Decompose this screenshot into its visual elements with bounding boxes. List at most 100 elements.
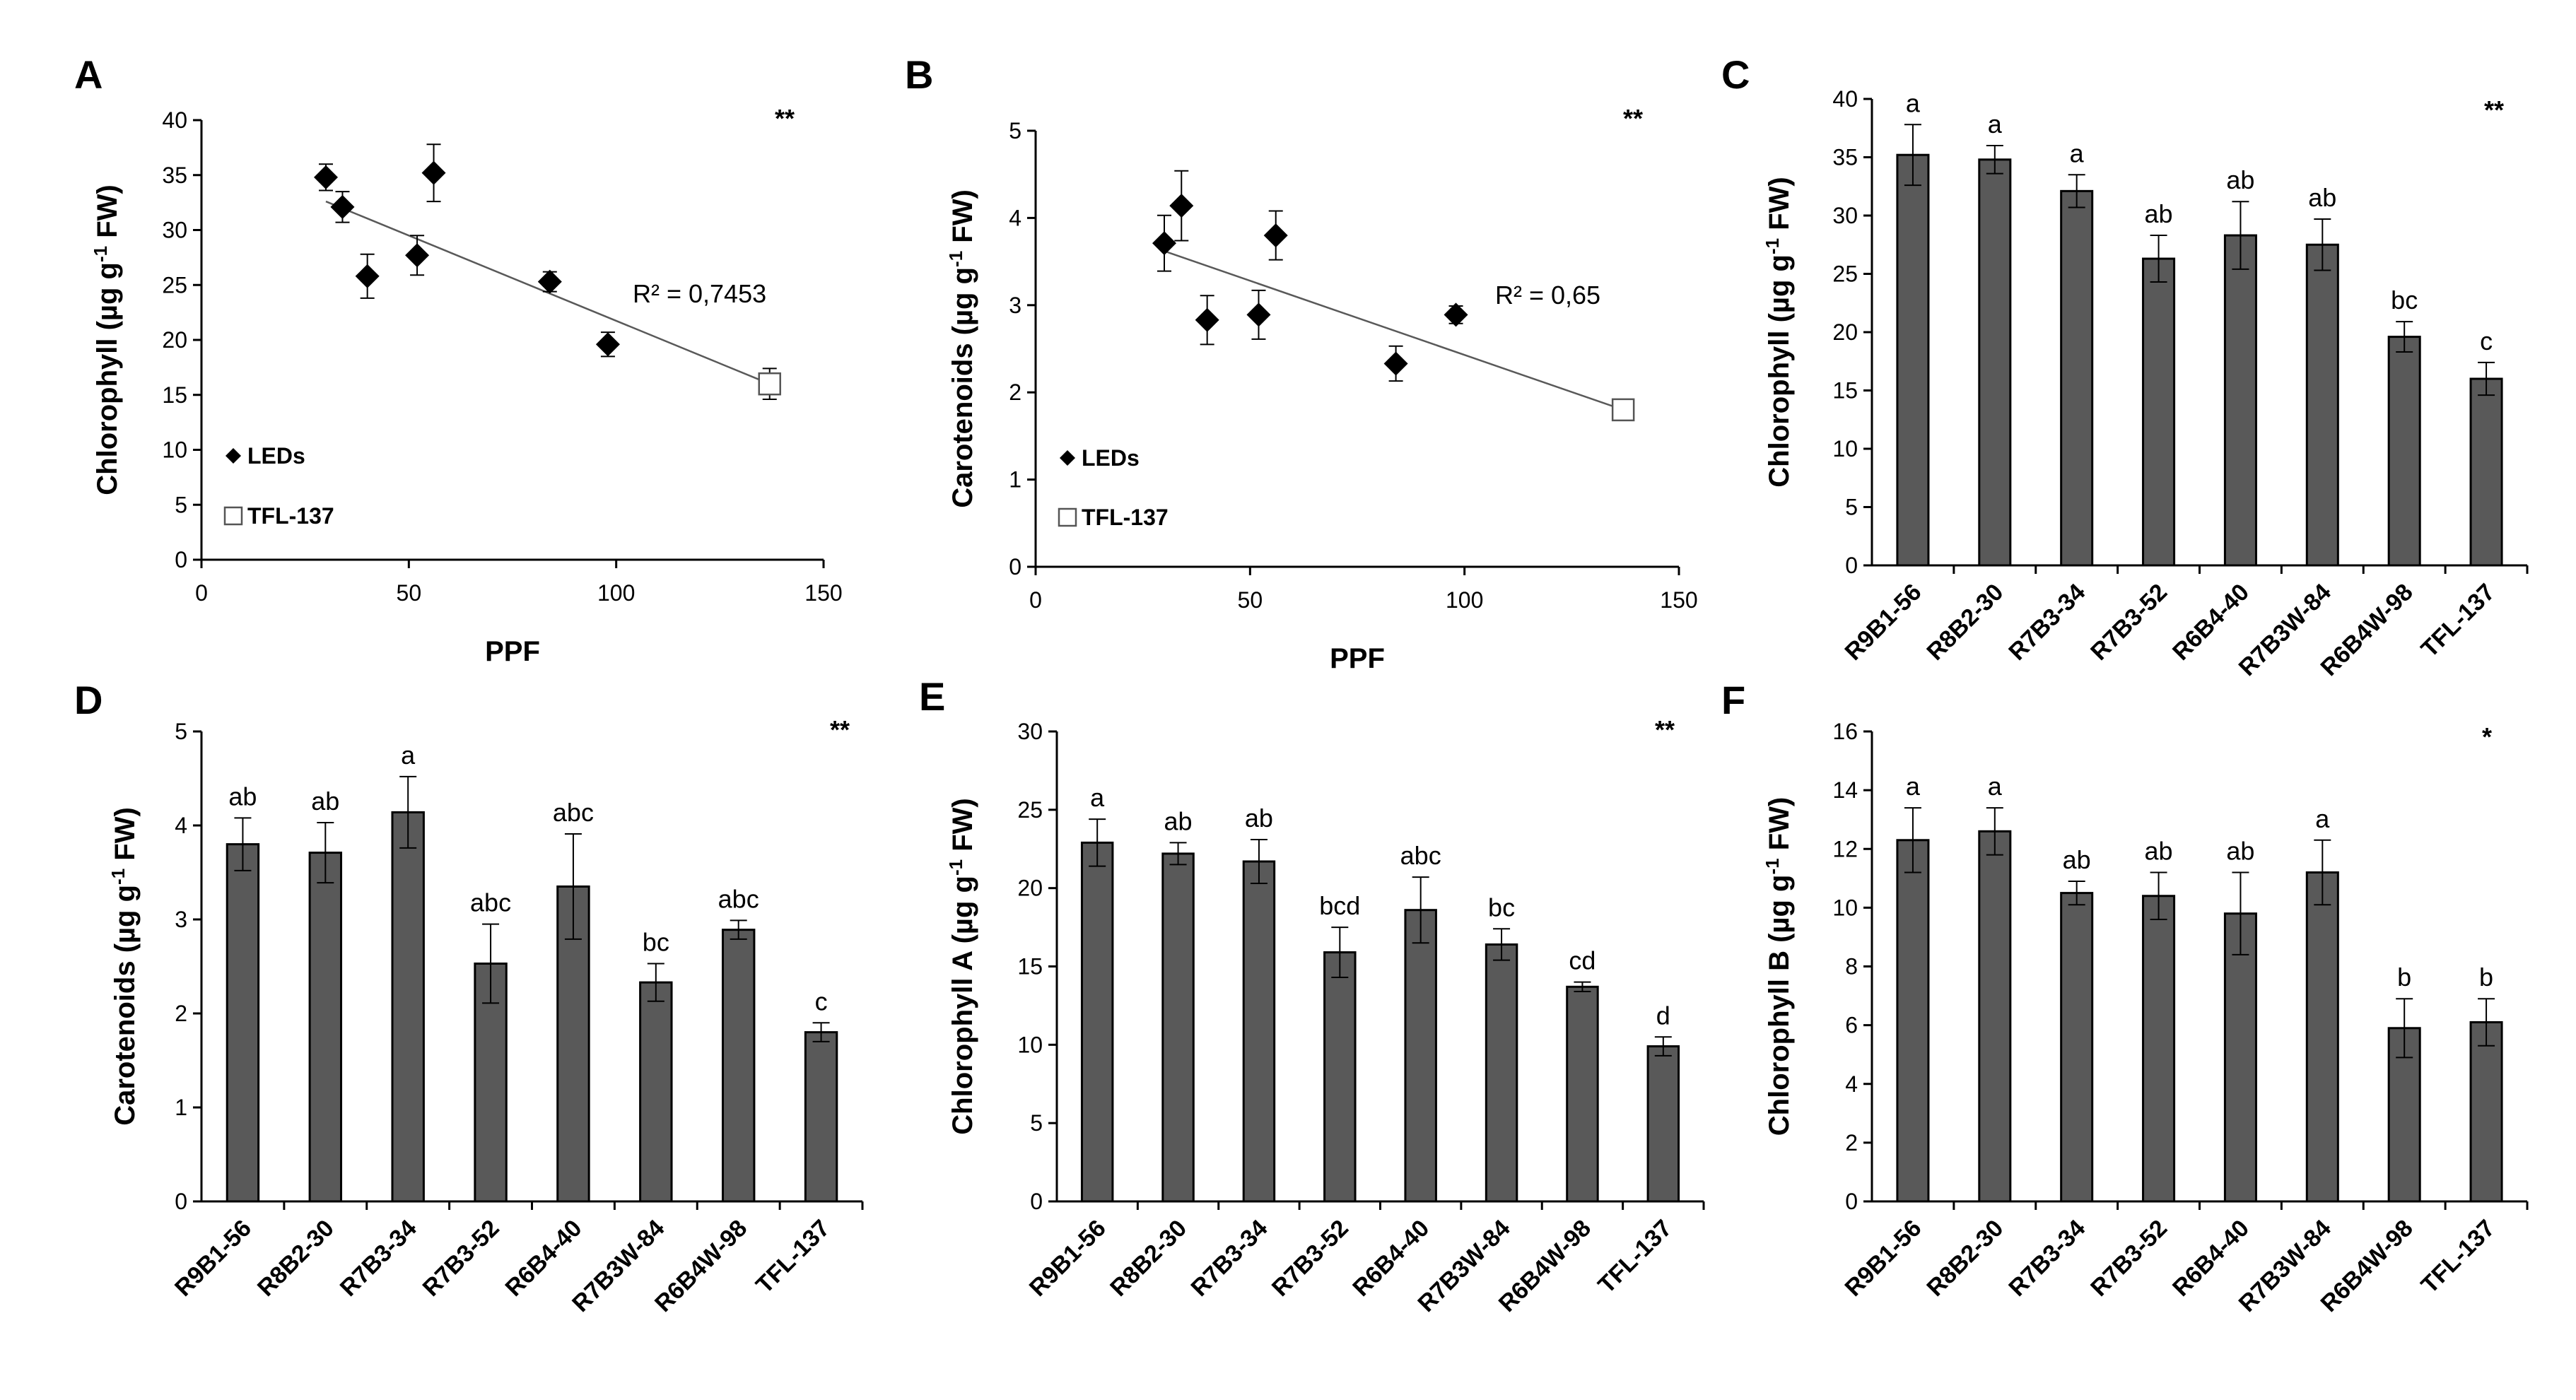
significance-label: **	[830, 715, 850, 744]
x-tick-label: 150	[804, 580, 842, 606]
category-label: R7B3-52	[1267, 1215, 1354, 1302]
legend-label: LEDs	[1082, 445, 1140, 471]
x-tick-label: 50	[397, 580, 422, 606]
y-axis-title: Chlorophyll (µg g-1 FW)	[1762, 177, 1795, 487]
significance-label: *	[2482, 722, 2492, 751]
legend-marker-diamond	[226, 448, 241, 464]
group-letter-label: a	[401, 741, 416, 770]
y-tick-label: 10	[1832, 895, 1858, 920]
data-point-diamond	[405, 243, 430, 268]
significance-label: **	[1623, 104, 1643, 133]
category-label: R7B3-34	[2003, 1215, 2090, 1302]
panel-letter: A	[74, 52, 103, 97]
bar	[2060, 892, 2094, 1203]
data-point-square	[1611, 398, 1635, 422]
y-tick-label: 20	[1832, 319, 1858, 345]
y-tick-label: 4	[175, 813, 187, 838]
y-tick-label: 2	[175, 1001, 187, 1026]
y-tick-label: 14	[1832, 777, 1858, 803]
category-label: R8B2-30	[1921, 579, 2008, 666]
group-letter-label: d	[1656, 1001, 1670, 1030]
r-squared-label: R² = 0,65	[1495, 281, 1600, 310]
group-letter-label: ab	[2308, 183, 2336, 212]
panel-c: C ** 0 5 10 15 20 25 30 35 40 Chlorophyll (µg g-1 F…	[1721, 52, 2529, 681]
y-tick-label: 10	[162, 437, 187, 463]
legend-marker-square	[1058, 507, 1077, 527]
data-point-diamond	[314, 165, 338, 189]
category-label: R8B2-30	[252, 1215, 339, 1302]
y-tick-label: 0	[1845, 1189, 1858, 1214]
bar	[2305, 243, 2339, 567]
bar	[1323, 951, 1357, 1203]
bar	[1404, 909, 1437, 1203]
category-label: R9B1-56	[1840, 579, 1927, 666]
panel-letter: C	[1721, 52, 1750, 97]
significance-label: **	[1655, 715, 1675, 744]
category-label: R9B1-56	[170, 1215, 257, 1302]
group-letter-label: bc	[2391, 286, 2418, 314]
data-point-diamond	[330, 194, 355, 219]
y-tick-label: 15	[162, 382, 187, 408]
group-letter-label: ab	[2226, 837, 2254, 866]
y-tick-label: 2	[1009, 380, 1021, 405]
group-letter-label: ab	[1245, 804, 1273, 833]
category-label: R7B3-52	[418, 1215, 505, 1302]
bar	[1161, 852, 1195, 1203]
y-tick-label: 15	[1832, 378, 1858, 404]
group-letter-label: b	[2397, 963, 2411, 992]
group-letter-label: c	[815, 987, 828, 1016]
y-tick-label: 4	[1009, 205, 1021, 230]
bar	[2223, 234, 2257, 567]
y-tick-label: 20	[162, 327, 187, 353]
y-tick-label: 25	[1017, 797, 1043, 823]
legend-label: LEDs	[247, 443, 305, 469]
data-point-diamond	[1195, 307, 1219, 332]
group-letter-label: ab	[1164, 806, 1193, 835]
significance-label: **	[2484, 95, 2504, 124]
group-letter-label: ab	[2226, 165, 2254, 194]
group-letter-label: abc	[1400, 841, 1441, 870]
bar	[2305, 871, 2339, 1203]
category-label: R8B2-30	[1105, 1215, 1192, 1302]
y-tick-label: 0	[175, 547, 187, 572]
y-axis-title: Chlorophyll B (µg g-1 FW)	[1762, 797, 1795, 1136]
x-tick-label: 50	[1238, 587, 1263, 613]
group-letter-label: a	[1906, 772, 1921, 801]
bar	[1566, 985, 1599, 1203]
panel-b: B ** 0 1 2 3 4 5 Carotenoids (µg g-1 FW) 0 50 100 15…	[905, 52, 1698, 674]
category-label: R7B3-52	[2085, 1215, 2172, 1302]
data-point-diamond	[1169, 194, 1194, 218]
y-tick-label: 10	[1832, 436, 1858, 461]
y-axis-title: Carotenoids (µg g-1 FW)	[945, 189, 978, 508]
r-squared-label: R² = 0,7453	[633, 279, 766, 308]
category-label: R9B1-56	[1840, 1215, 1927, 1302]
x-tick-label: 0	[1029, 587, 1042, 613]
y-tick-label: 5	[175, 492, 187, 517]
group-letter-label: bc	[1488, 893, 1515, 922]
y-tick-label: 5	[1030, 1110, 1043, 1136]
bar	[721, 929, 756, 1203]
category-label: R8B2-30	[1921, 1215, 2008, 1302]
y-tick-label: 15	[1017, 954, 1043, 980]
panel-e: E ** 0 5 10 15 20 25 30 Chlorophyll A (µg g-1 FW)…	[919, 674, 1705, 1317]
y-tick-label: 5	[1009, 118, 1021, 143]
bar	[1896, 839, 1930, 1203]
category-label: TFL-137	[2416, 579, 2500, 663]
group-letter-label: c	[2480, 327, 2493, 355]
data-point-diamond	[537, 269, 562, 294]
y-tick-label: 40	[1832, 86, 1858, 112]
category-label: R6B4-40	[500, 1215, 587, 1302]
category-label: R7B3-34	[2003, 579, 2090, 666]
y-tick-label: 3	[175, 907, 187, 932]
bar	[1978, 158, 2012, 567]
panel-letter: F	[1721, 678, 1745, 722]
bar	[1646, 1045, 1680, 1203]
y-tick-label: 35	[1832, 145, 1858, 170]
legend-label: TFL-137	[1082, 505, 1169, 530]
x-tick-label: 0	[195, 580, 208, 606]
group-letter-label: a	[1988, 772, 2003, 801]
data-point-diamond	[1246, 302, 1271, 327]
group-letter-label: a	[1988, 110, 2003, 139]
bar	[2142, 257, 2176, 567]
bar	[308, 852, 343, 1203]
